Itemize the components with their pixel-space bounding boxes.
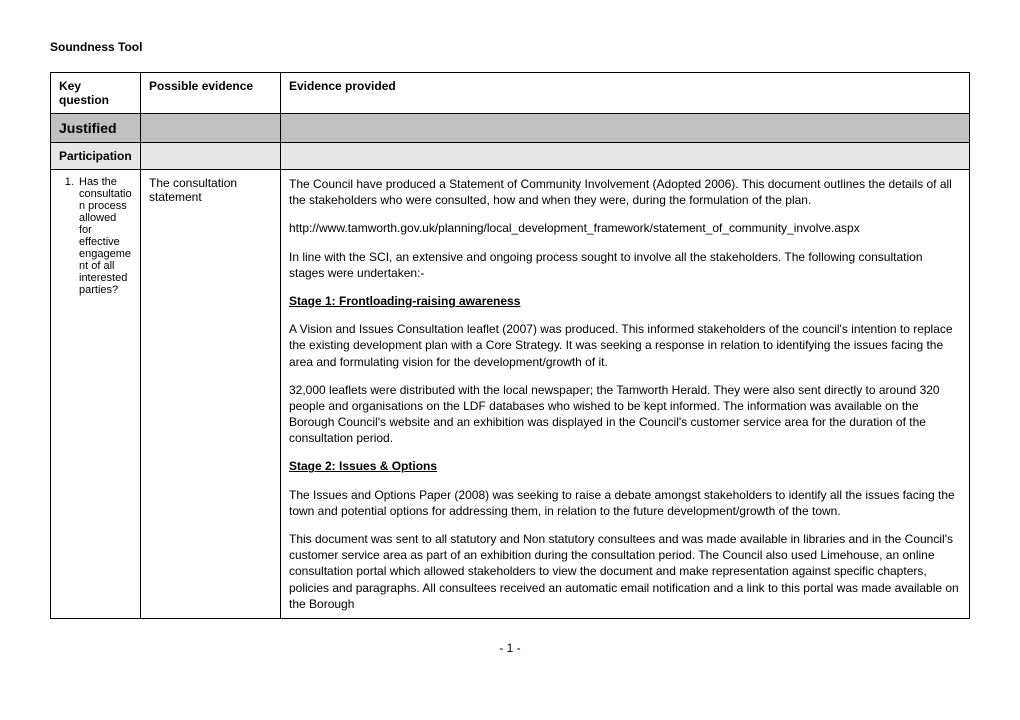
document-title: Soundness Tool (50, 40, 970, 54)
evidence-p4: 32,000 leaflets were distributed with th… (289, 382, 961, 447)
justified-empty-1 (141, 114, 281, 143)
justified-row: Justified (51, 114, 970, 143)
header-evidence-provided: Evidence provided (281, 73, 970, 114)
soundness-table: Key question Possible evidence Evidence … (50, 72, 970, 619)
header-key-question: Key question (51, 73, 141, 114)
header-row: Key question Possible evidence Evidence … (51, 73, 970, 114)
evidence-p3: A Vision and Issues Consultation leaflet… (289, 321, 961, 370)
content-row: Has the consultation process allowed for… (51, 170, 970, 619)
evidence-link: http://www.tamworth.gov.uk/planning/loca… (289, 220, 961, 236)
participation-empty-2 (281, 143, 970, 170)
evidence-p1: The Council have produced a Statement of… (289, 176, 961, 208)
evidence-provided-cell: The Council have produced a Statement of… (281, 170, 970, 619)
justified-label: Justified (51, 114, 141, 143)
possible-evidence-cell: The consultation statement (141, 170, 281, 619)
participation-empty-1 (141, 143, 281, 170)
evidence-p2: In line with the SCI, an extensive and o… (289, 249, 961, 281)
evidence-p5: The Issues and Options Paper (2008) was … (289, 487, 961, 519)
evidence-p6: This document was sent to all statutory … (289, 531, 961, 612)
stage-1-heading: Stage 1: Frontloading-raising awareness (289, 293, 961, 309)
participation-label: Participation (51, 143, 141, 170)
stage-2-heading: Stage 2: Issues & Options (289, 458, 961, 474)
key-question-text: Has the consultation process allowed for… (77, 176, 132, 296)
participation-row: Participation (51, 143, 970, 170)
key-question-cell: Has the consultation process allowed for… (51, 170, 141, 619)
justified-empty-2 (281, 114, 970, 143)
header-possible-evidence: Possible evidence (141, 73, 281, 114)
page-footer: - 1 - (50, 641, 970, 655)
